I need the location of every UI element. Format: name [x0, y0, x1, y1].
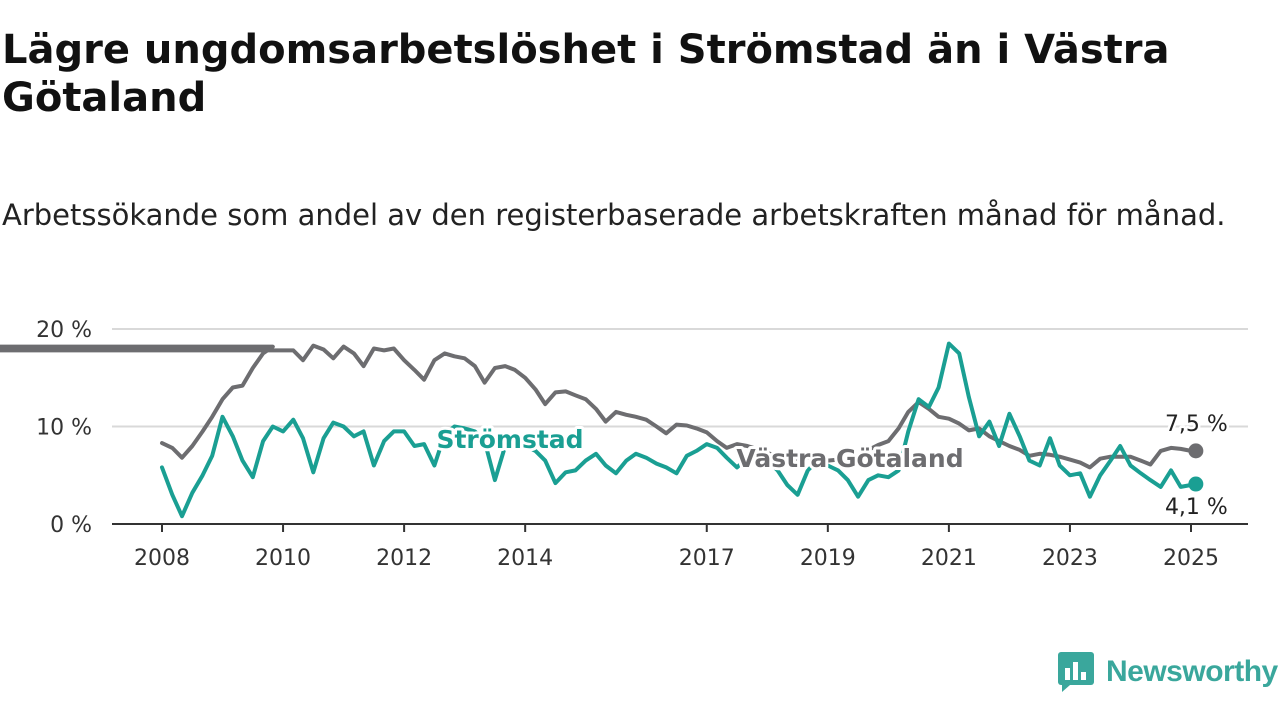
series-line-1 [160, 341, 1198, 519]
x-tick-label: 2014 [497, 546, 553, 571]
x-tick-label: 2017 [679, 546, 735, 571]
series-name-label: Västra Götaland [736, 444, 963, 473]
x-tick-label: 2025 [1163, 546, 1219, 571]
y-tick-label: 0 % [50, 513, 92, 538]
series-end-value-label: 7,5 % [1165, 412, 1228, 437]
x-tick-label: 2023 [1042, 546, 1098, 571]
series-end-dot-1 [1188, 476, 1204, 492]
y-tick-label: 20 % [36, 318, 92, 343]
newsworthy-logo-icon [1058, 652, 1094, 692]
brand-name: Newsworthy [1106, 655, 1278, 688]
brand: Newsworthy [1058, 652, 1278, 692]
series-labels: Västra Götaland 7,5 % Strömstad 4,1 % [433, 409, 1230, 522]
x-tick-label: 2019 [800, 546, 856, 571]
x-tick-label: 2021 [921, 546, 977, 571]
chart-subtitle: Arbetssökande som andel av den registerb… [2, 198, 1226, 232]
series-name-label: Strömstad [436, 425, 583, 454]
y-tick-label: 10 % [36, 416, 92, 441]
series-end-value-label: 4,1 % [1165, 495, 1228, 520]
line-chart: 0 % 10 % 20 % 2008 2010 2012 2014 2017 2019 2021… [0, 318, 1248, 571]
x-tick-label: 2008 [134, 546, 190, 571]
chart-title: Lägre ungdomsarbetslöshet i Strömstad än… [2, 27, 1170, 121]
y-axis-ticks: 0 % 10 % 20 % [36, 318, 92, 538]
gridlines [112, 328, 1248, 428]
x-axis-ticks: 2008 2010 2012 2014 2017 2019 2021 2023 2025 [134, 524, 1219, 571]
series-lines [0, 341, 1204, 519]
x-tick-label: 2012 [376, 546, 432, 571]
x-tick-label: 2010 [255, 546, 311, 571]
series-line-0 [0, 343, 1198, 470]
series-end-dot-0 [1188, 443, 1204, 459]
